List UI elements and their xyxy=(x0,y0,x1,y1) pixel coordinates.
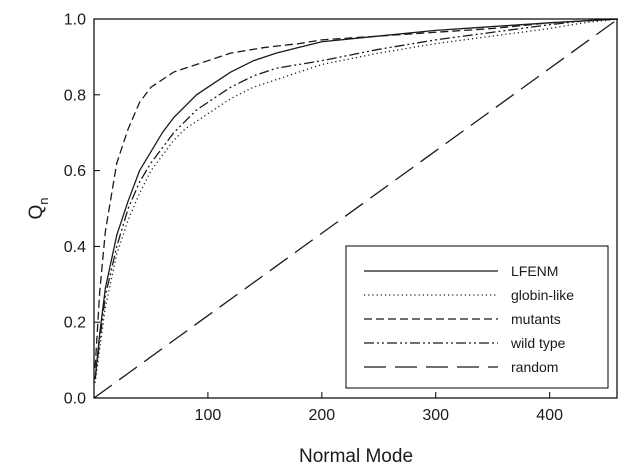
legend-box xyxy=(345,245,609,389)
y-axis: 0.0 0.2 0.4 0.6 0.8 1.0 xyxy=(64,12,100,408)
svg-text:Qn: Qn xyxy=(26,197,51,219)
series-layer xyxy=(93,18,618,399)
legend-label: wild type xyxy=(510,335,566,351)
legend-label: mutants xyxy=(511,311,561,327)
x-tick-label: 200 xyxy=(308,407,335,424)
plot-frame xyxy=(93,18,618,399)
y-tick-label: 1.0 xyxy=(64,12,86,29)
y-tick-label: 0.2 xyxy=(64,315,86,332)
x-tick-label: 400 xyxy=(536,407,563,424)
y-axis-label-subscript: n xyxy=(36,197,51,204)
legend-label: random xyxy=(511,359,558,375)
x-axis: 100 200 300 400 xyxy=(195,392,563,424)
series-line-lfenm xyxy=(94,18,618,380)
y-tick-label: 0.0 xyxy=(64,391,86,408)
x-axis-label: Normal Mode xyxy=(299,446,413,467)
legend: LFENM globin-like mutants wild type random xyxy=(345,245,609,389)
y-axis-label: Qn xyxy=(26,197,51,219)
series-line-random xyxy=(93,18,618,399)
series-line-mutants xyxy=(94,18,618,368)
series-line-globin-like xyxy=(94,18,618,383)
x-tick-label: 100 xyxy=(195,407,222,424)
y-tick-label: 0.4 xyxy=(64,239,86,256)
series-line-wild-type xyxy=(94,18,618,380)
x-tick-label: 300 xyxy=(422,407,449,424)
legend-label: LFENM xyxy=(511,263,558,279)
y-tick-label: 0.8 xyxy=(64,87,86,104)
y-tick-label: 0.6 xyxy=(64,163,86,180)
legend-label: globin-like xyxy=(511,287,574,303)
y-axis-label-main: Q xyxy=(26,205,47,220)
